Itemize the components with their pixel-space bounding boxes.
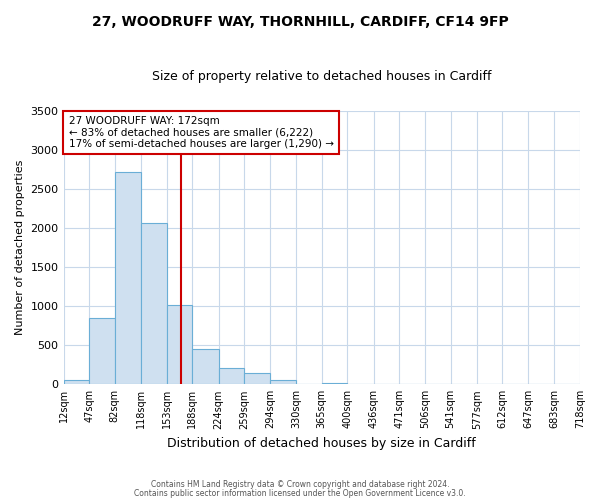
Bar [141, 223, 167, 384]
Bar [167, 306, 192, 384]
Bar [244, 372, 270, 384]
Text: Contains public sector information licensed under the Open Government Licence v3: Contains public sector information licen… [134, 488, 466, 498]
Text: 27 WOODRUFF WAY: 172sqm
← 83% of detached houses are smaller (6,222)
17% of semi: 27 WOODRUFF WAY: 172sqm ← 83% of detache… [69, 116, 334, 149]
Bar [89, 318, 115, 384]
Bar [192, 349, 218, 384]
Text: 27, WOODRUFF WAY, THORNHILL, CARDIFF, CF14 9FP: 27, WOODRUFF WAY, THORNHILL, CARDIFF, CF… [92, 15, 508, 29]
Bar [218, 368, 244, 384]
Bar [270, 380, 296, 384]
Y-axis label: Number of detached properties: Number of detached properties [15, 160, 25, 335]
Bar [64, 380, 89, 384]
Text: Contains HM Land Registry data © Crown copyright and database right 2024.: Contains HM Land Registry data © Crown c… [151, 480, 449, 489]
Bar [115, 172, 141, 384]
X-axis label: Distribution of detached houses by size in Cardiff: Distribution of detached houses by size … [167, 437, 476, 450]
Title: Size of property relative to detached houses in Cardiff: Size of property relative to detached ho… [152, 70, 491, 83]
Bar [322, 382, 347, 384]
